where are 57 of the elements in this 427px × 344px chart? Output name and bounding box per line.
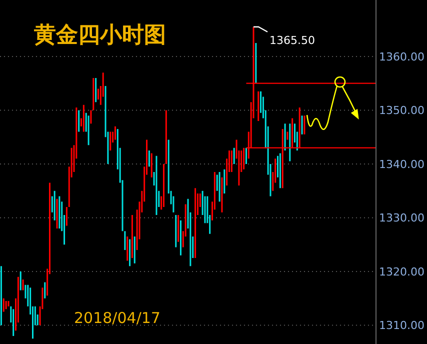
candlestick [44,282,46,298]
candlestick [148,150,150,167]
y-tick-label: 1360.00 [379,50,424,64]
candlestick [0,266,2,326]
candlestick [230,150,232,172]
candlestick [66,206,68,226]
candlestick [245,148,247,164]
candlestick [178,215,180,242]
candlestick [114,126,116,140]
candlestick [156,156,158,215]
candlestick [2,298,4,312]
candlestick [12,309,14,336]
candlestick [175,215,177,248]
candlestick [180,220,182,256]
candlestick [221,177,223,212]
y-tick-label: 1310.00 [379,319,424,332]
candlestick [22,280,24,290]
y-tick-label: 1340.00 [379,158,424,171]
candlestick [279,153,281,188]
candlestick [58,196,60,228]
candlestick [301,116,303,134]
candlestick [165,110,167,164]
candlestick [233,148,235,164]
candlestick [82,104,84,132]
y-tick-label: 1330.00 [379,212,424,225]
y-tick-label: 1350.00 [379,104,424,118]
candlestick [110,132,112,150]
candlestick [289,124,291,162]
candlestick [255,43,257,84]
candlestick [78,110,80,132]
candlestick [286,132,288,140]
candlestick [92,78,94,110]
candlestick [304,116,306,134]
candlestick [56,198,58,228]
annotation: 2018/04/17 [74,309,160,327]
annotation: 1365.50 [269,34,315,47]
candlestick [224,169,226,194]
candlestick [218,172,220,202]
candlestick [126,236,128,261]
candlestick [131,215,133,258]
candlestick [95,78,97,102]
candlestick [54,190,56,220]
candlestick [134,236,136,264]
candlestick [20,271,22,290]
candlestick [88,116,90,146]
candlestick [162,164,164,207]
y-tick-label: 1320.00 [379,265,424,278]
candlestick [194,188,196,258]
candlestick [150,153,152,178]
candlestick [258,91,260,121]
candlestick [90,110,92,124]
candlestick [129,239,131,266]
candlestick [5,301,7,310]
text: 黄金四小时图 [33,22,166,48]
candlestick [124,231,126,250]
candlestick [284,124,286,150]
candlestick [8,301,10,306]
